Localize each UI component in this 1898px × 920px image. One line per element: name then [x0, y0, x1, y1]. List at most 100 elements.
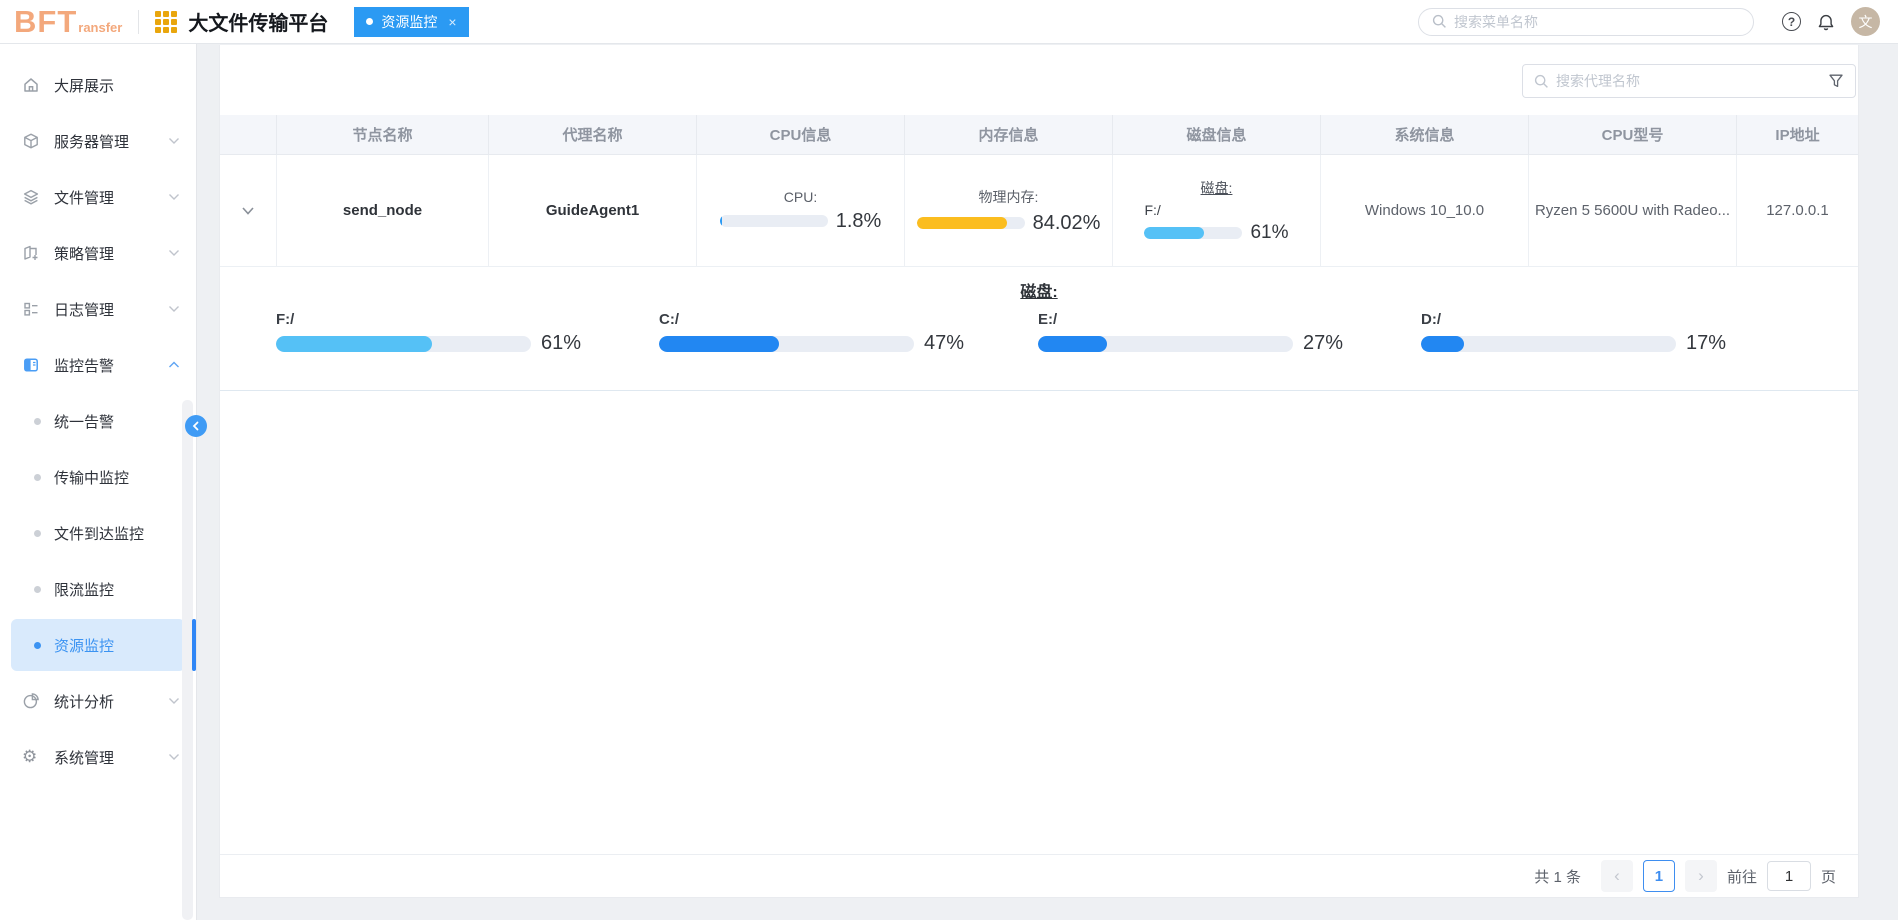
chevron-down-icon	[168, 137, 180, 145]
drive-label: F:/	[1144, 201, 1161, 218]
system-info-cell: Windows 10_10.0	[1320, 155, 1528, 267]
cpu-progress-bar	[719, 215, 828, 227]
sidebar: 大屏展示 服务器管理 文件管理 策略管理 日志管理 监控告警 统一告警 传输中监…	[0, 44, 207, 920]
cpu-meter: CPU: 1.8%	[719, 188, 882, 233]
sidebar-item-policy-mgmt[interactable]: 策略管理	[0, 225, 196, 281]
prev-page-button[interactable]: ‹	[1600, 860, 1633, 892]
column-header: 系统信息	[1320, 115, 1528, 155]
tab-resource-monitor[interactable]: 资源监控 ×	[354, 6, 469, 37]
agent-name-cell: GuideAgent1	[488, 155, 696, 267]
stats-icon	[22, 692, 40, 710]
ip-address-cell: 127.0.0.1	[1736, 155, 1858, 267]
sidebar-subitem-file-arrival-monitor[interactable]: 文件到达监控	[0, 505, 196, 561]
disk-details-link[interactable]: 磁盘:	[1200, 179, 1233, 196]
sidebar-item-file-mgmt[interactable]: 文件管理	[0, 169, 196, 225]
tab-label: 资源监控	[381, 13, 438, 30]
tab-close-icon[interactable]: ×	[448, 13, 457, 30]
row-expand-chevron-icon[interactable]	[241, 206, 255, 216]
expand-column-header	[220, 115, 276, 155]
tab-active-dot-icon	[366, 18, 374, 25]
goto-page-input[interactable]	[1766, 861, 1811, 891]
disk-gauge-e: E:/ 27%	[1038, 311, 1344, 354]
sidebar-item-dashboard[interactable]: 大屏展示	[0, 57, 196, 113]
chevron-down-icon	[168, 305, 180, 313]
chevron-up-icon	[168, 361, 180, 369]
app-title: 大文件传输平台	[188, 13, 329, 35]
avatar[interactable]: 文	[1851, 7, 1880, 36]
table-row: send_node GuideAgent1 CPU: 1.8% 物理内存: 84…	[220, 155, 1858, 267]
help-icon[interactable]: ?	[1782, 12, 1801, 31]
column-header: CPU型号	[1528, 115, 1736, 155]
cpu-info-cell: CPU: 1.8%	[696, 155, 904, 267]
bullet-dot-icon	[34, 473, 41, 481]
disk-gauge-f: F:/ 61%	[276, 311, 582, 354]
sidebar-item-system-mgmt[interactable]: ⚙ 系统管理	[0, 729, 196, 785]
agent-search-input[interactable]	[1556, 73, 1821, 89]
apps-grid-icon[interactable]	[155, 10, 178, 33]
column-header: 内存信息	[904, 115, 1112, 155]
home-icon	[22, 76, 40, 94]
page-1-button[interactable]: 1	[1642, 860, 1675, 892]
menu-search-box[interactable]	[1418, 7, 1754, 36]
pagination: 共 1 条 ‹ 1 › 前往 页	[220, 854, 1858, 897]
sidebar-item-server-mgmt[interactable]: 服务器管理	[0, 113, 196, 169]
disk-f-progress-bar	[276, 335, 531, 352]
chevron-down-icon	[168, 193, 180, 201]
disk-e-progress-bar	[1038, 335, 1293, 352]
monitor-icon	[22, 356, 40, 374]
brand-logo: BFT ransfer	[14, 6, 122, 37]
chevron-left-icon	[192, 421, 199, 431]
chevron-down-icon	[168, 753, 180, 761]
search-icon	[1432, 14, 1446, 28]
memory-info-cell: 物理内存: 84.02%	[904, 155, 1112, 267]
cpu-percent: 1.8%	[835, 209, 882, 232]
memory-label: 物理内存:	[978, 188, 1039, 205]
agent-search-box[interactable]	[1522, 64, 1856, 98]
sidebar-subitem-rate-limit-monitor[interactable]: 限流监控	[0, 561, 196, 617]
page-unit-label: 页	[1820, 868, 1836, 886]
sidebar-subitem-resource-monitor[interactable]: 资源监控	[11, 619, 185, 671]
disk-progress-bar	[1144, 226, 1243, 239]
menu-search-input[interactable]	[1454, 13, 1740, 30]
memory-percent: 84.02%	[1032, 211, 1101, 234]
bullet-dot-icon	[34, 417, 41, 425]
total-count-label: 共 1 条	[1534, 868, 1581, 886]
disk-details-title: 磁盘:	[1020, 284, 1058, 301]
column-header: 代理名称	[488, 115, 696, 155]
disk-meter: 磁盘: F:/ 61%	[1144, 178, 1289, 244]
disk-c-progress-bar	[659, 335, 914, 352]
cpu-label: CPU:	[783, 188, 818, 205]
strategy-icon	[22, 244, 40, 262]
content-panel: 节点名称 代理名称 CPU信息 内存信息 磁盘信息 系统信息 CPU型号 IP地…	[219, 45, 1859, 898]
disk-details-panel: 磁盘: F:/ 61% C:/ 47% E:/ 27% D:/	[220, 267, 1858, 391]
memory-progress-bar	[916, 217, 1025, 229]
bullet-dot-icon	[34, 641, 41, 649]
column-header: 节点名称	[276, 115, 488, 155]
goto-label: 前往	[1726, 868, 1757, 886]
disk-percent: 61%	[1250, 221, 1289, 243]
sidebar-subitem-unified-alerts[interactable]: 统一告警	[0, 393, 196, 449]
sidebar-item-log-mgmt[interactable]: 日志管理	[0, 281, 196, 337]
sidebar-scrollbar[interactable]	[182, 400, 193, 920]
chevron-down-icon	[168, 697, 180, 705]
bell-icon[interactable]	[1817, 13, 1835, 31]
server-icon	[22, 132, 40, 150]
disk-gauge-d: D:/ 17%	[1421, 311, 1727, 354]
bullet-dot-icon	[34, 585, 41, 593]
gear-icon: ⚙	[22, 747, 38, 766]
sidebar-collapse-button[interactable]	[185, 415, 207, 437]
sidebar-subitem-transfer-monitor[interactable]: 传输中监控	[0, 449, 196, 505]
logo-text: BFT	[14, 4, 78, 39]
column-header: 磁盘信息	[1112, 115, 1320, 155]
disk-info-cell: 磁盘: F:/ 61%	[1112, 155, 1320, 267]
agents-table: 节点名称 代理名称 CPU信息 内存信息 磁盘信息 系统信息 CPU型号 IP地…	[220, 115, 1858, 267]
sidebar-item-statistics[interactable]: 统计分析	[0, 673, 196, 729]
disk-gauge-c: C:/ 47%	[659, 311, 965, 354]
next-page-button[interactable]: ›	[1684, 860, 1717, 892]
node-name-cell: send_node	[276, 155, 488, 267]
sidebar-item-monitoring-alerts[interactable]: 监控告警	[0, 337, 196, 393]
memory-meter: 物理内存: 84.02%	[916, 187, 1101, 235]
filter-funnel-icon[interactable]	[1828, 73, 1844, 89]
bullet-dot-icon	[34, 529, 41, 537]
logo-subtext: ransfer	[78, 20, 123, 35]
